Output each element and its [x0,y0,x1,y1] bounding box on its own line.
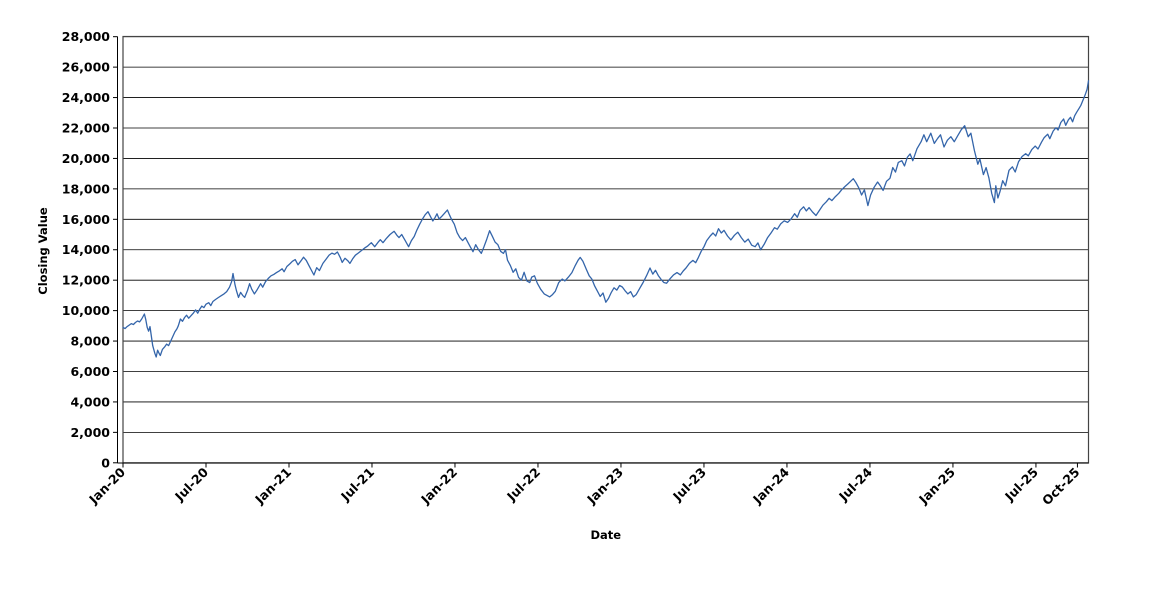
x-tick-label: Jan-20 [85,464,128,507]
x-tick-label: Jan-25 [915,465,958,508]
x-tick-label: Jul-21 [337,465,377,505]
y-tick-label: 20,000 [62,151,111,166]
y-tick-label: 8,000 [70,334,110,349]
y-tick-label: 6,000 [70,364,110,379]
y-tick-label: 0 [101,455,110,470]
x-tick-label: Jan-24 [749,464,792,507]
x-tick-label: Jan-21 [251,465,294,508]
y-tick-label: 24,000 [62,90,111,105]
y-tick-label: 10,000 [62,303,111,318]
y-tick-label: 14,000 [62,242,111,257]
y-tick-label: 26,000 [62,60,111,75]
x-tick-label: Jul-24 [835,464,875,504]
x-axis-title: Date [590,528,621,542]
x-tick-label: Jan-22 [417,465,460,508]
y-tick-label: 22,000 [62,120,111,135]
y-tick-label: 2,000 [70,425,110,440]
y-tick-label: 18,000 [62,181,111,196]
x-tick-label: Jul-25 [1001,465,1041,505]
y-tick-label: 12,000 [62,273,111,288]
y-tick-label: 4,000 [70,394,110,409]
x-tick-label: Oct-25 [1039,465,1083,509]
x-tick-label: Jul-23 [669,465,709,505]
x-tick-label: Jul-22 [503,465,543,505]
x-tick-label: Jul-20 [171,464,211,504]
y-axis-title: Closing Value [36,207,50,295]
y-tick-label: 16,000 [62,212,111,227]
y-tick-label: 28,000 [62,29,111,44]
x-tick-label: Jan-23 [583,465,626,508]
series-line [122,80,1090,358]
